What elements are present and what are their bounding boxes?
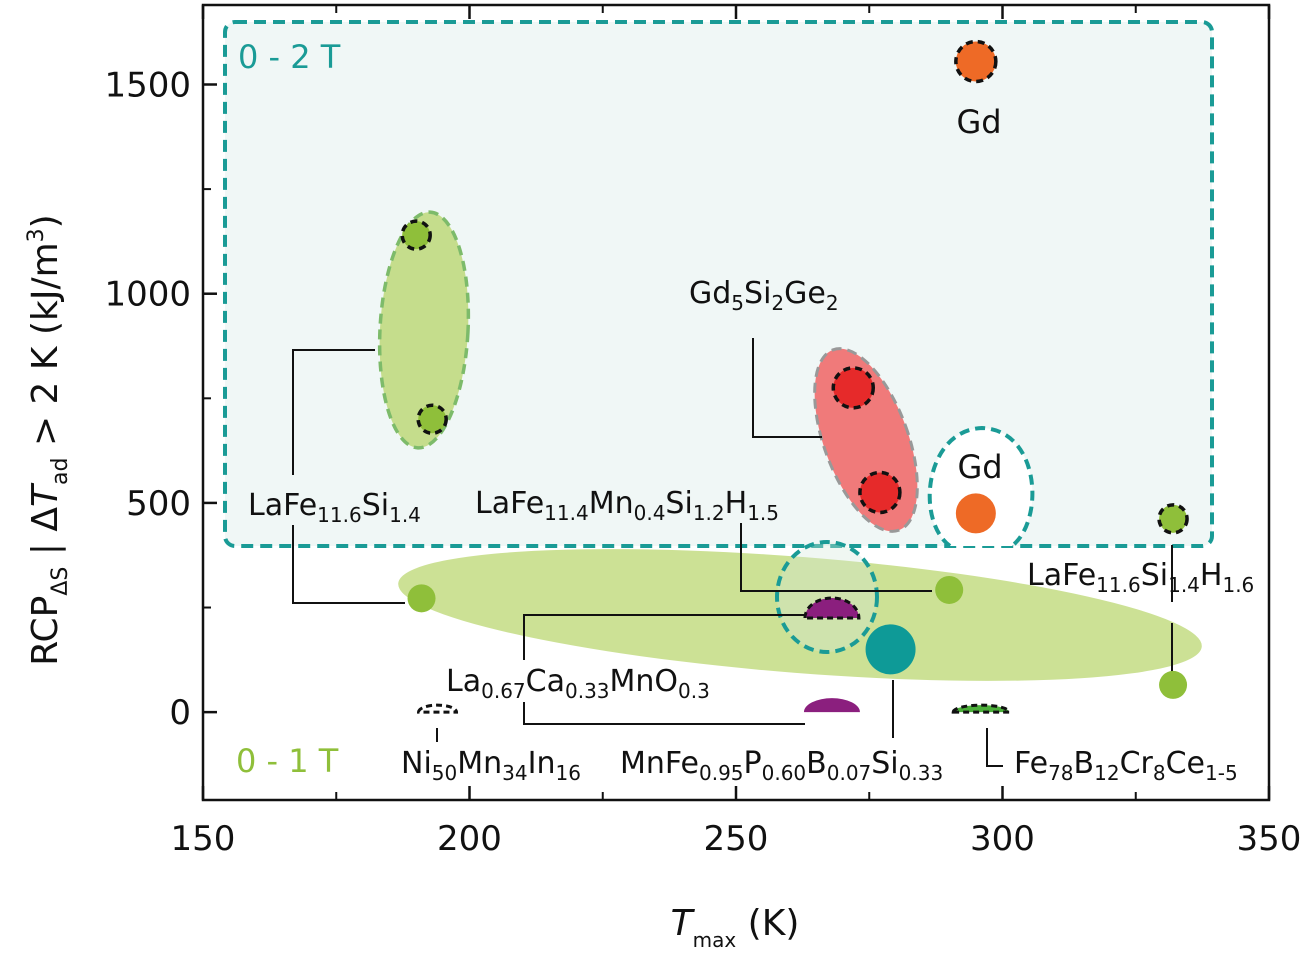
y-tick-label: 1500 xyxy=(104,66,191,106)
x-tick-label: 250 xyxy=(704,819,769,859)
field-label-0-1t: 0 - 1 T xyxy=(236,742,339,780)
data-point xyxy=(935,575,964,604)
label-mnfep: MnFe0.95P0.60B0.07Si0.33 xyxy=(620,746,943,785)
data-point xyxy=(858,470,902,515)
data-point xyxy=(400,219,432,251)
label-lacamn: La0.67Ca0.33MnO0.3 xyxy=(446,664,710,703)
y-axis-ticks: 0 500 1000 1500 xyxy=(104,66,217,733)
data-point xyxy=(803,596,861,620)
data-point xyxy=(416,403,448,435)
data-point xyxy=(954,39,998,84)
label-lafemn: LaFe11.4Mn0.4Si1.2H1.5 xyxy=(475,486,779,525)
y-tick-label: 500 xyxy=(126,484,191,524)
region-0-2t xyxy=(223,20,1214,548)
label-febcr: Fe78B12Cr8Ce1-5 xyxy=(1014,746,1238,785)
y-tick-label: 0 xyxy=(169,693,191,733)
x-tick-label: 350 xyxy=(1237,819,1302,859)
data-point xyxy=(407,584,436,613)
data-point xyxy=(803,698,860,713)
lafesi-region xyxy=(377,210,471,450)
data-point xyxy=(955,493,996,534)
data-point xyxy=(831,366,876,410)
label-lafesih: LaFe11.6Si1.4H1.6 xyxy=(1027,558,1254,597)
gd-1t-bubble xyxy=(927,425,1035,548)
y-axis-title: RCPΔS | ΔTad > 2 K (kJ/m3) xyxy=(24,214,73,665)
data-point xyxy=(1159,670,1188,699)
label-lafesi: LaFe11.6Si1.4 xyxy=(248,488,421,527)
x-tick-label: 150 xyxy=(171,819,236,859)
x-tick-label: 300 xyxy=(970,819,1035,859)
connector-lines xyxy=(292,338,1173,767)
x-tick-label: 200 xyxy=(437,819,502,859)
y-tick-label: 1000 xyxy=(104,275,191,315)
data-points xyxy=(400,39,1189,714)
data-point xyxy=(951,703,1011,714)
label-gd-bottom: Gd xyxy=(957,448,1002,486)
label-gd-top: Gd xyxy=(956,103,1001,141)
field-label-0-2t: 0 - 2 T xyxy=(238,38,341,76)
label-nimnin: Ni50Mn34In16 xyxy=(401,746,581,785)
data-point xyxy=(1157,503,1189,535)
data-point xyxy=(417,703,459,714)
data-point xyxy=(865,624,916,675)
x-axis-ticks: 150 200 250 300 350 xyxy=(171,5,1302,859)
x-axis-title: Tmax (K) xyxy=(671,903,800,952)
label-gdsige: Gd5Si2Ge2 xyxy=(689,276,839,315)
